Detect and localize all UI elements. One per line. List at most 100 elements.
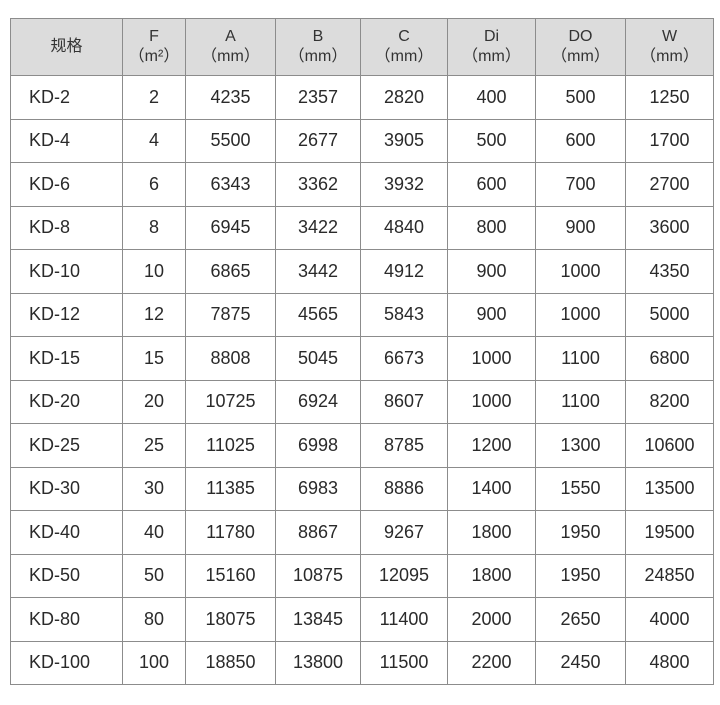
table-cell: 1800 <box>447 510 536 555</box>
table-cell: 13500 <box>625 466 714 511</box>
table-row: KD-80 80 18075 13845 11400 2000 2650 4000 <box>10 597 714 642</box>
table-cell: 80 <box>122 597 186 642</box>
table-cell: 4350 <box>625 249 714 294</box>
table-cell: 900 <box>447 249 536 294</box>
table-cell: 19500 <box>625 510 714 555</box>
table-cell: 1000 <box>535 292 626 337</box>
table-cell: 1550 <box>535 466 626 511</box>
table-cell: KD-30 <box>10 466 123 511</box>
table-cell: 8785 <box>360 423 448 468</box>
column-unit: （mm） <box>288 48 348 65</box>
column-header: F （m²） <box>122 18 186 76</box>
table-cell: 1000 <box>447 379 536 424</box>
table-row: KD-2 2 4235 2357 2820 400 500 1250 <box>10 75 714 120</box>
column-header: C （mm） <box>360 18 448 76</box>
table-row: KD-100 100 18850 13800 11500 2200 2450 4800 <box>10 640 714 685</box>
table-row: KD-40 40 11780 8867 9267 1800 1950 19500 <box>10 510 714 555</box>
table-cell: 24850 <box>625 553 714 598</box>
table-cell: 100 <box>122 640 186 685</box>
table-row: KD-6 6 6343 3362 3932 600 700 2700 <box>10 162 714 207</box>
table-cell: 1100 <box>535 379 626 424</box>
table-row: KD-20 20 10725 6924 8607 1000 1100 8200 <box>10 379 714 424</box>
table-cell: 1700 <box>625 118 714 163</box>
table-cell: KD-50 <box>10 553 123 598</box>
table-cell: KD-40 <box>10 510 123 555</box>
table-cell: 10600 <box>625 423 714 468</box>
table-cell: 6983 <box>275 466 361 511</box>
table-cell: 9267 <box>360 510 448 555</box>
table-cell: 400 <box>447 75 536 120</box>
table-cell: 2677 <box>275 118 361 163</box>
table-cell: 1300 <box>535 423 626 468</box>
column-header: W （mm） <box>625 18 714 76</box>
table-cell: 900 <box>535 205 626 250</box>
table-cell: 4 <box>122 118 186 163</box>
table-cell: 2650 <box>535 597 626 642</box>
table-row: KD-4 4 5500 2677 3905 500 600 1700 <box>10 118 714 163</box>
table-cell: 1200 <box>447 423 536 468</box>
table-cell: 1250 <box>625 75 714 120</box>
table-cell: 8607 <box>360 379 448 424</box>
table-cell: 6343 <box>185 162 276 207</box>
table-cell: 8808 <box>185 336 276 381</box>
spec-table: 规格 F （m²） A （mm） B （mm） C （mm） Di （mm） DO （mm） W （mm） … <box>10 18 714 685</box>
column-header: DO （mm） <box>535 18 626 76</box>
table-cell: 1950 <box>535 510 626 555</box>
table-cell: 4800 <box>625 640 714 685</box>
table-cell: 500 <box>447 118 536 163</box>
table-cell: KD-20 <box>10 379 123 424</box>
table-cell: 6924 <box>275 379 361 424</box>
column-name: B <box>312 28 324 45</box>
column-header: B （mm） <box>275 18 361 76</box>
table-cell: KD-6 <box>10 162 123 207</box>
column-unit: （mm） <box>551 48 610 65</box>
table-cell: 700 <box>535 162 626 207</box>
table-cell: 2200 <box>447 640 536 685</box>
column-unit: （mm） <box>640 48 699 65</box>
table-cell: 3362 <box>275 162 361 207</box>
table-cell: 40 <box>122 510 186 555</box>
table-cell: 5500 <box>185 118 276 163</box>
table-cell: 11780 <box>185 510 276 555</box>
table-cell: 50 <box>122 553 186 598</box>
table-cell: KD-25 <box>10 423 123 468</box>
table-cell: 11400 <box>360 597 448 642</box>
column-name: Di <box>483 28 500 45</box>
table-cell: 20 <box>122 379 186 424</box>
table-cell: 13845 <box>275 597 361 642</box>
column-name: 规格 <box>50 38 83 55</box>
table-row: KD-25 25 11025 6998 8785 1200 1300 10600 <box>10 423 714 468</box>
table-cell: 4235 <box>185 75 276 120</box>
table-cell: 1100 <box>535 336 626 381</box>
table-cell: 5000 <box>625 292 714 337</box>
table-cell: 3422 <box>275 205 361 250</box>
table-cell: 1000 <box>535 249 626 294</box>
table-cell: 2357 <box>275 75 361 120</box>
table-row: KD-8 8 6945 3422 4840 800 900 3600 <box>10 205 714 250</box>
table-cell: 12095 <box>360 553 448 598</box>
table-cell: 6673 <box>360 336 448 381</box>
table-cell: 3600 <box>625 205 714 250</box>
table-cell: 6998 <box>275 423 361 468</box>
table-cell: 900 <box>447 292 536 337</box>
table-cell: 4565 <box>275 292 361 337</box>
table-cell: 5045 <box>275 336 361 381</box>
table-cell: 6 <box>122 162 186 207</box>
table-cell: KD-12 <box>10 292 123 337</box>
table-cell: 3932 <box>360 162 448 207</box>
table-cell: 8 <box>122 205 186 250</box>
table-cell: KD-8 <box>10 205 123 250</box>
column-header: 规格 <box>10 18 123 76</box>
table-cell: 6865 <box>185 249 276 294</box>
table-cell: 30 <box>122 466 186 511</box>
table-row: KD-10 10 6865 3442 4912 900 1000 4350 <box>10 249 714 294</box>
table-cell: 6800 <box>625 336 714 381</box>
table-cell: 15160 <box>185 553 276 598</box>
table-cell: KD-10 <box>10 249 123 294</box>
column-unit: （mm） <box>374 48 434 65</box>
table-cell: 1400 <box>447 466 536 511</box>
table-cell: 6945 <box>185 205 276 250</box>
table-cell: 1950 <box>535 553 626 598</box>
table-cell: 11025 <box>185 423 276 468</box>
table-cell: 8200 <box>625 379 714 424</box>
